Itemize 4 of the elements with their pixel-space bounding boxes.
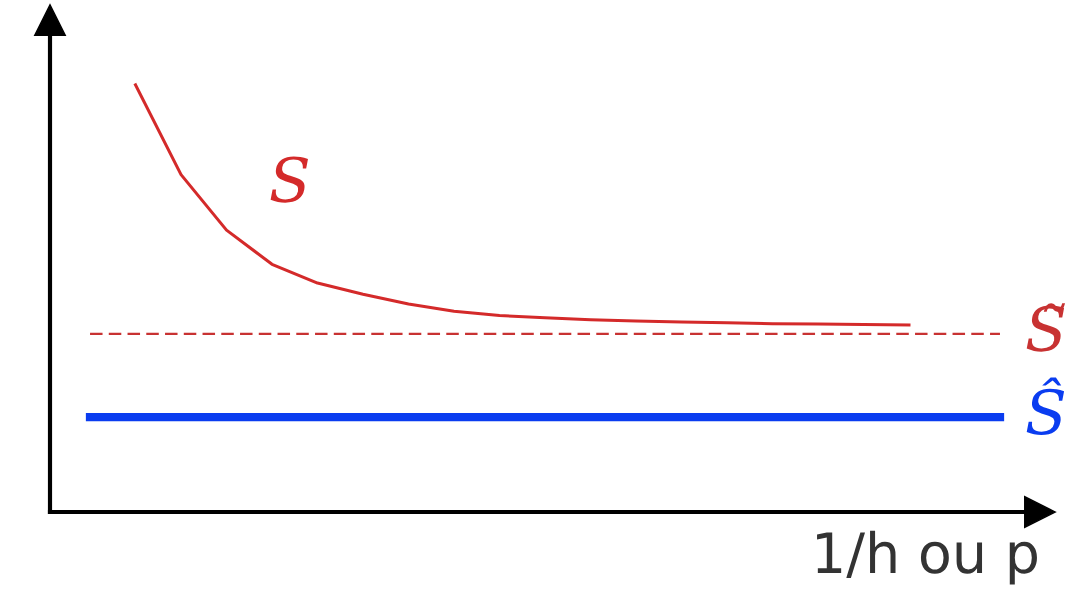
x-axis-title: 1/h ou p	[817, 530, 1037, 585]
series-label: S	[270, 156, 308, 203]
series-label: S̃	[1026, 303, 1066, 352]
series-label: Ŝ	[1026, 377, 1065, 435]
